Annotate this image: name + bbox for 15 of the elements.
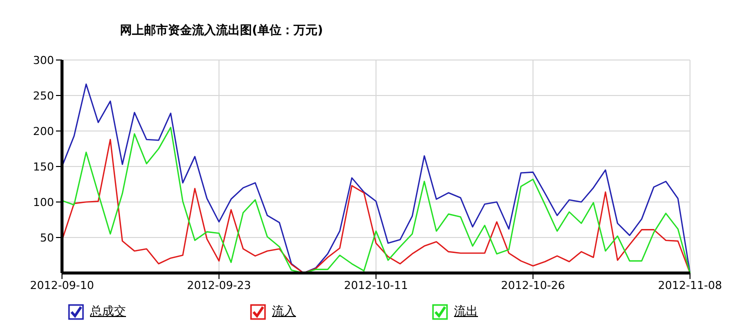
x-tick-label: 2012-10-26 <box>501 278 565 292</box>
y-tick-label: 50 <box>40 231 54 244</box>
legend-label: 流出 <box>454 303 478 320</box>
y-tick-label: 250 <box>33 89 54 102</box>
y-tick-label: 100 <box>33 196 54 209</box>
x-tick-label: 2012-09-23 <box>187 278 251 292</box>
chart-title: 网上邮市资金流入流出图(单位：万元) <box>120 22 323 39</box>
x-tick-label: 2012-11-08 <box>658 278 722 292</box>
y-tick-label: 300 <box>33 54 54 67</box>
legend-label: 总成交 <box>90 303 126 320</box>
x-tick-label: 2012-09-10 <box>30 278 94 292</box>
legend-label: 流入 <box>272 303 296 320</box>
y-tick-label: 150 <box>33 160 54 174</box>
x-tick-label: 2012-10-11 <box>344 278 408 292</box>
y-tick-label: 200 <box>33 124 54 138</box>
